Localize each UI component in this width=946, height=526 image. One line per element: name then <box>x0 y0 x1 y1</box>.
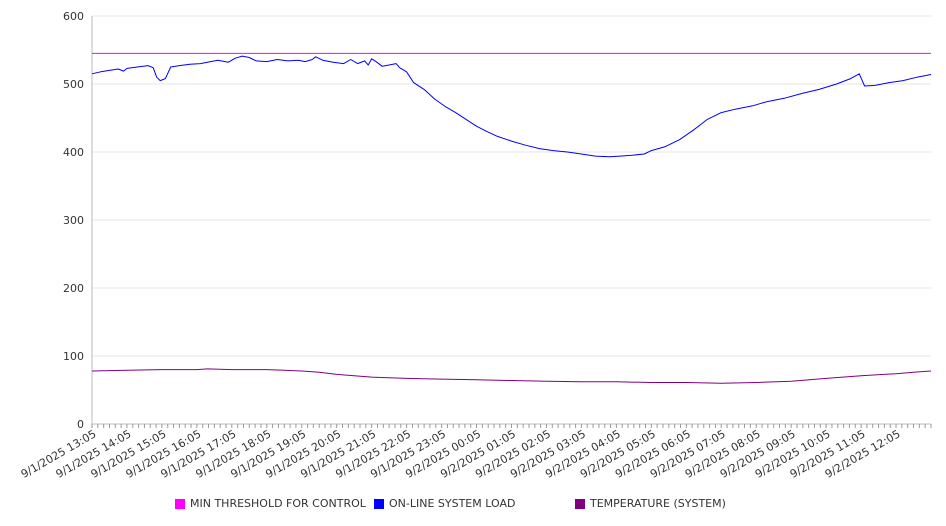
y-tick-label: 300 <box>63 214 84 227</box>
legend-item-temperature: TEMPERATURE (SYSTEM) <box>575 497 726 510</box>
legend-item-system-load: ON-LINE SYSTEM LOAD <box>374 497 515 510</box>
series-line-2 <box>91 368 932 384</box>
y-tick-label: 600 <box>63 10 84 23</box>
y-axis-tick-labels: 0 100 200 300 400 500 600 <box>63 10 84 431</box>
grid-lines <box>92 15 931 357</box>
chart-legend: MIN THRESHOLD FOR CONTROL ON-LINE SYSTEM… <box>0 497 946 515</box>
y-tick-label: 500 <box>63 78 84 91</box>
legend-label-temperature: TEMPERATURE (SYSTEM) <box>590 497 726 510</box>
y-tick-label: 400 <box>63 146 84 159</box>
legend-item-min-threshold: MIN THRESHOLD FOR CONTROL <box>175 497 366 510</box>
legend-swatch-temperature <box>575 498 585 509</box>
y-tick-label: 200 <box>63 282 84 295</box>
legend-label-min-threshold: MIN THRESHOLD FOR CONTROL <box>190 497 366 510</box>
axes <box>91 16 932 428</box>
legend-label-system-load: ON-LINE SYSTEM LOAD <box>389 497 516 510</box>
legend-swatch-system-load <box>374 498 384 509</box>
series-lines <box>91 52 932 384</box>
y-tick-label: 100 <box>63 350 84 363</box>
series-line-1 <box>91 55 932 158</box>
x-axis-tick-labels: 9/1/2025 13:059/1/2025 14:059/1/2025 15:… <box>19 427 903 481</box>
legend-swatch-min-threshold <box>175 498 185 509</box>
y-tick-label: 0 <box>77 418 84 431</box>
